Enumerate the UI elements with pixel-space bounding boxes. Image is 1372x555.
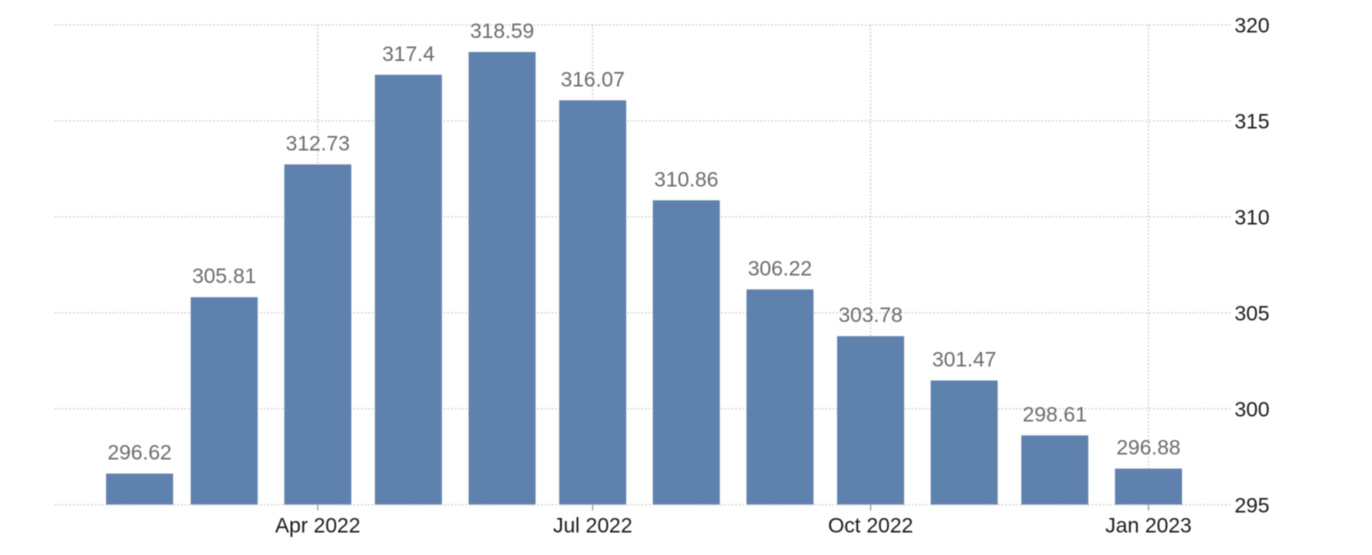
svg-text:317.4: 317.4 xyxy=(382,43,435,66)
svg-text:305: 305 xyxy=(1235,302,1270,325)
svg-text:300: 300 xyxy=(1235,398,1270,421)
svg-text:Jul 2022: Jul 2022 xyxy=(553,514,632,537)
svg-text:Apr 2022: Apr 2022 xyxy=(275,514,360,537)
svg-text:303.78: 303.78 xyxy=(838,304,902,327)
svg-text:296.62: 296.62 xyxy=(107,442,171,465)
svg-text:310.86: 310.86 xyxy=(654,168,718,191)
svg-text:320: 320 xyxy=(1235,15,1270,38)
svg-text:316.07: 316.07 xyxy=(561,68,625,91)
svg-text:318.59: 318.59 xyxy=(470,20,534,43)
svg-text:306.22: 306.22 xyxy=(748,257,812,280)
svg-text:295: 295 xyxy=(1235,494,1270,517)
svg-text:301.47: 301.47 xyxy=(932,349,996,372)
svg-text:296.88: 296.88 xyxy=(1116,437,1180,460)
svg-text:312.73: 312.73 xyxy=(286,132,350,155)
svg-text:310: 310 xyxy=(1235,206,1270,229)
svg-text:Oct 2022: Oct 2022 xyxy=(828,514,913,537)
svg-text:305.81: 305.81 xyxy=(192,265,256,288)
svg-text:Jan 2023: Jan 2023 xyxy=(1105,514,1191,537)
svg-text:298.61: 298.61 xyxy=(1023,403,1087,426)
svg-text:315: 315 xyxy=(1235,111,1270,134)
